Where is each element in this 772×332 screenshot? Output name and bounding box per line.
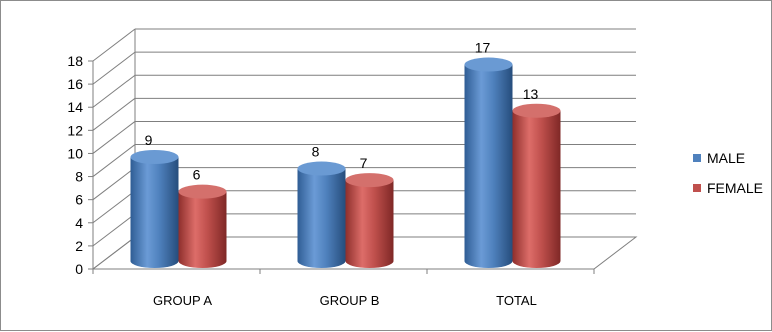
data-label: 9 (145, 132, 153, 148)
legend-swatch-male (693, 154, 701, 162)
bar-male-group-a (130, 150, 179, 269)
x-category-label: GROUP B (320, 293, 380, 308)
gridline-diagonal (92, 97, 136, 131)
bar-top (297, 161, 346, 176)
y-tick-label: 14 (67, 99, 83, 115)
gridline-diagonal (92, 144, 136, 177)
y-tick-label: 2 (75, 238, 83, 254)
legend: MALE FEMALE (693, 143, 763, 203)
bar-top (512, 103, 561, 118)
bar-top (178, 184, 227, 199)
legend-label-male: MALE (707, 150, 746, 166)
data-label: 7 (360, 155, 368, 171)
bar-top (464, 57, 513, 72)
bar-male-total (464, 57, 513, 269)
gridline-diagonal (92, 74, 136, 108)
bar-male-group-b (297, 161, 346, 269)
gridline-diagonal (92, 167, 136, 201)
bar-body (464, 64, 513, 269)
bar-body (345, 180, 394, 269)
y-tick-label: 12 (67, 122, 83, 138)
data-label: 6 (193, 167, 201, 183)
legend-item-female: FEMALE (693, 173, 763, 203)
y-tick-label: 8 (75, 169, 83, 185)
gridline-diagonal (92, 121, 136, 154)
data-label: 17 (475, 40, 491, 56)
gridline-diagonal (92, 190, 136, 224)
bar-body (297, 168, 346, 269)
gridline-diagonal (92, 213, 136, 247)
y-tick-label: 0 (75, 261, 83, 277)
label-layer: 0 2 4 6 8 10 12 14 16 18 9 6 GROUP A 8 7 GROUP B 17 13 TOT… (67, 40, 538, 308)
bar-layer (130, 57, 561, 269)
y-tick-label: 16 (67, 76, 83, 92)
y-tick-label: 10 (67, 145, 83, 161)
data-label: 8 (312, 144, 320, 160)
bar-body (130, 157, 179, 269)
y-tick-label: 6 (75, 192, 83, 208)
x-category-label: TOTAL (496, 293, 537, 308)
bar-top (345, 173, 394, 188)
bar-body (512, 110, 561, 269)
x-category-label: GROUP A (153, 293, 212, 308)
gridline-diagonal (92, 51, 136, 85)
bar-female-total (512, 103, 561, 269)
legend-item-male: MALE (693, 143, 763, 173)
bar-body (178, 191, 227, 269)
gridline-diagonal (92, 28, 136, 62)
bar-female-group-a (178, 184, 227, 269)
y-tick-label: 4 (75, 215, 83, 231)
bar-female-group-b (345, 173, 394, 269)
legend-swatch-female (693, 184, 701, 192)
data-label: 13 (523, 86, 539, 102)
y-tick-label: 18 (67, 53, 83, 69)
bar-top (130, 150, 179, 164)
legend-label-female: FEMALE (707, 180, 764, 196)
